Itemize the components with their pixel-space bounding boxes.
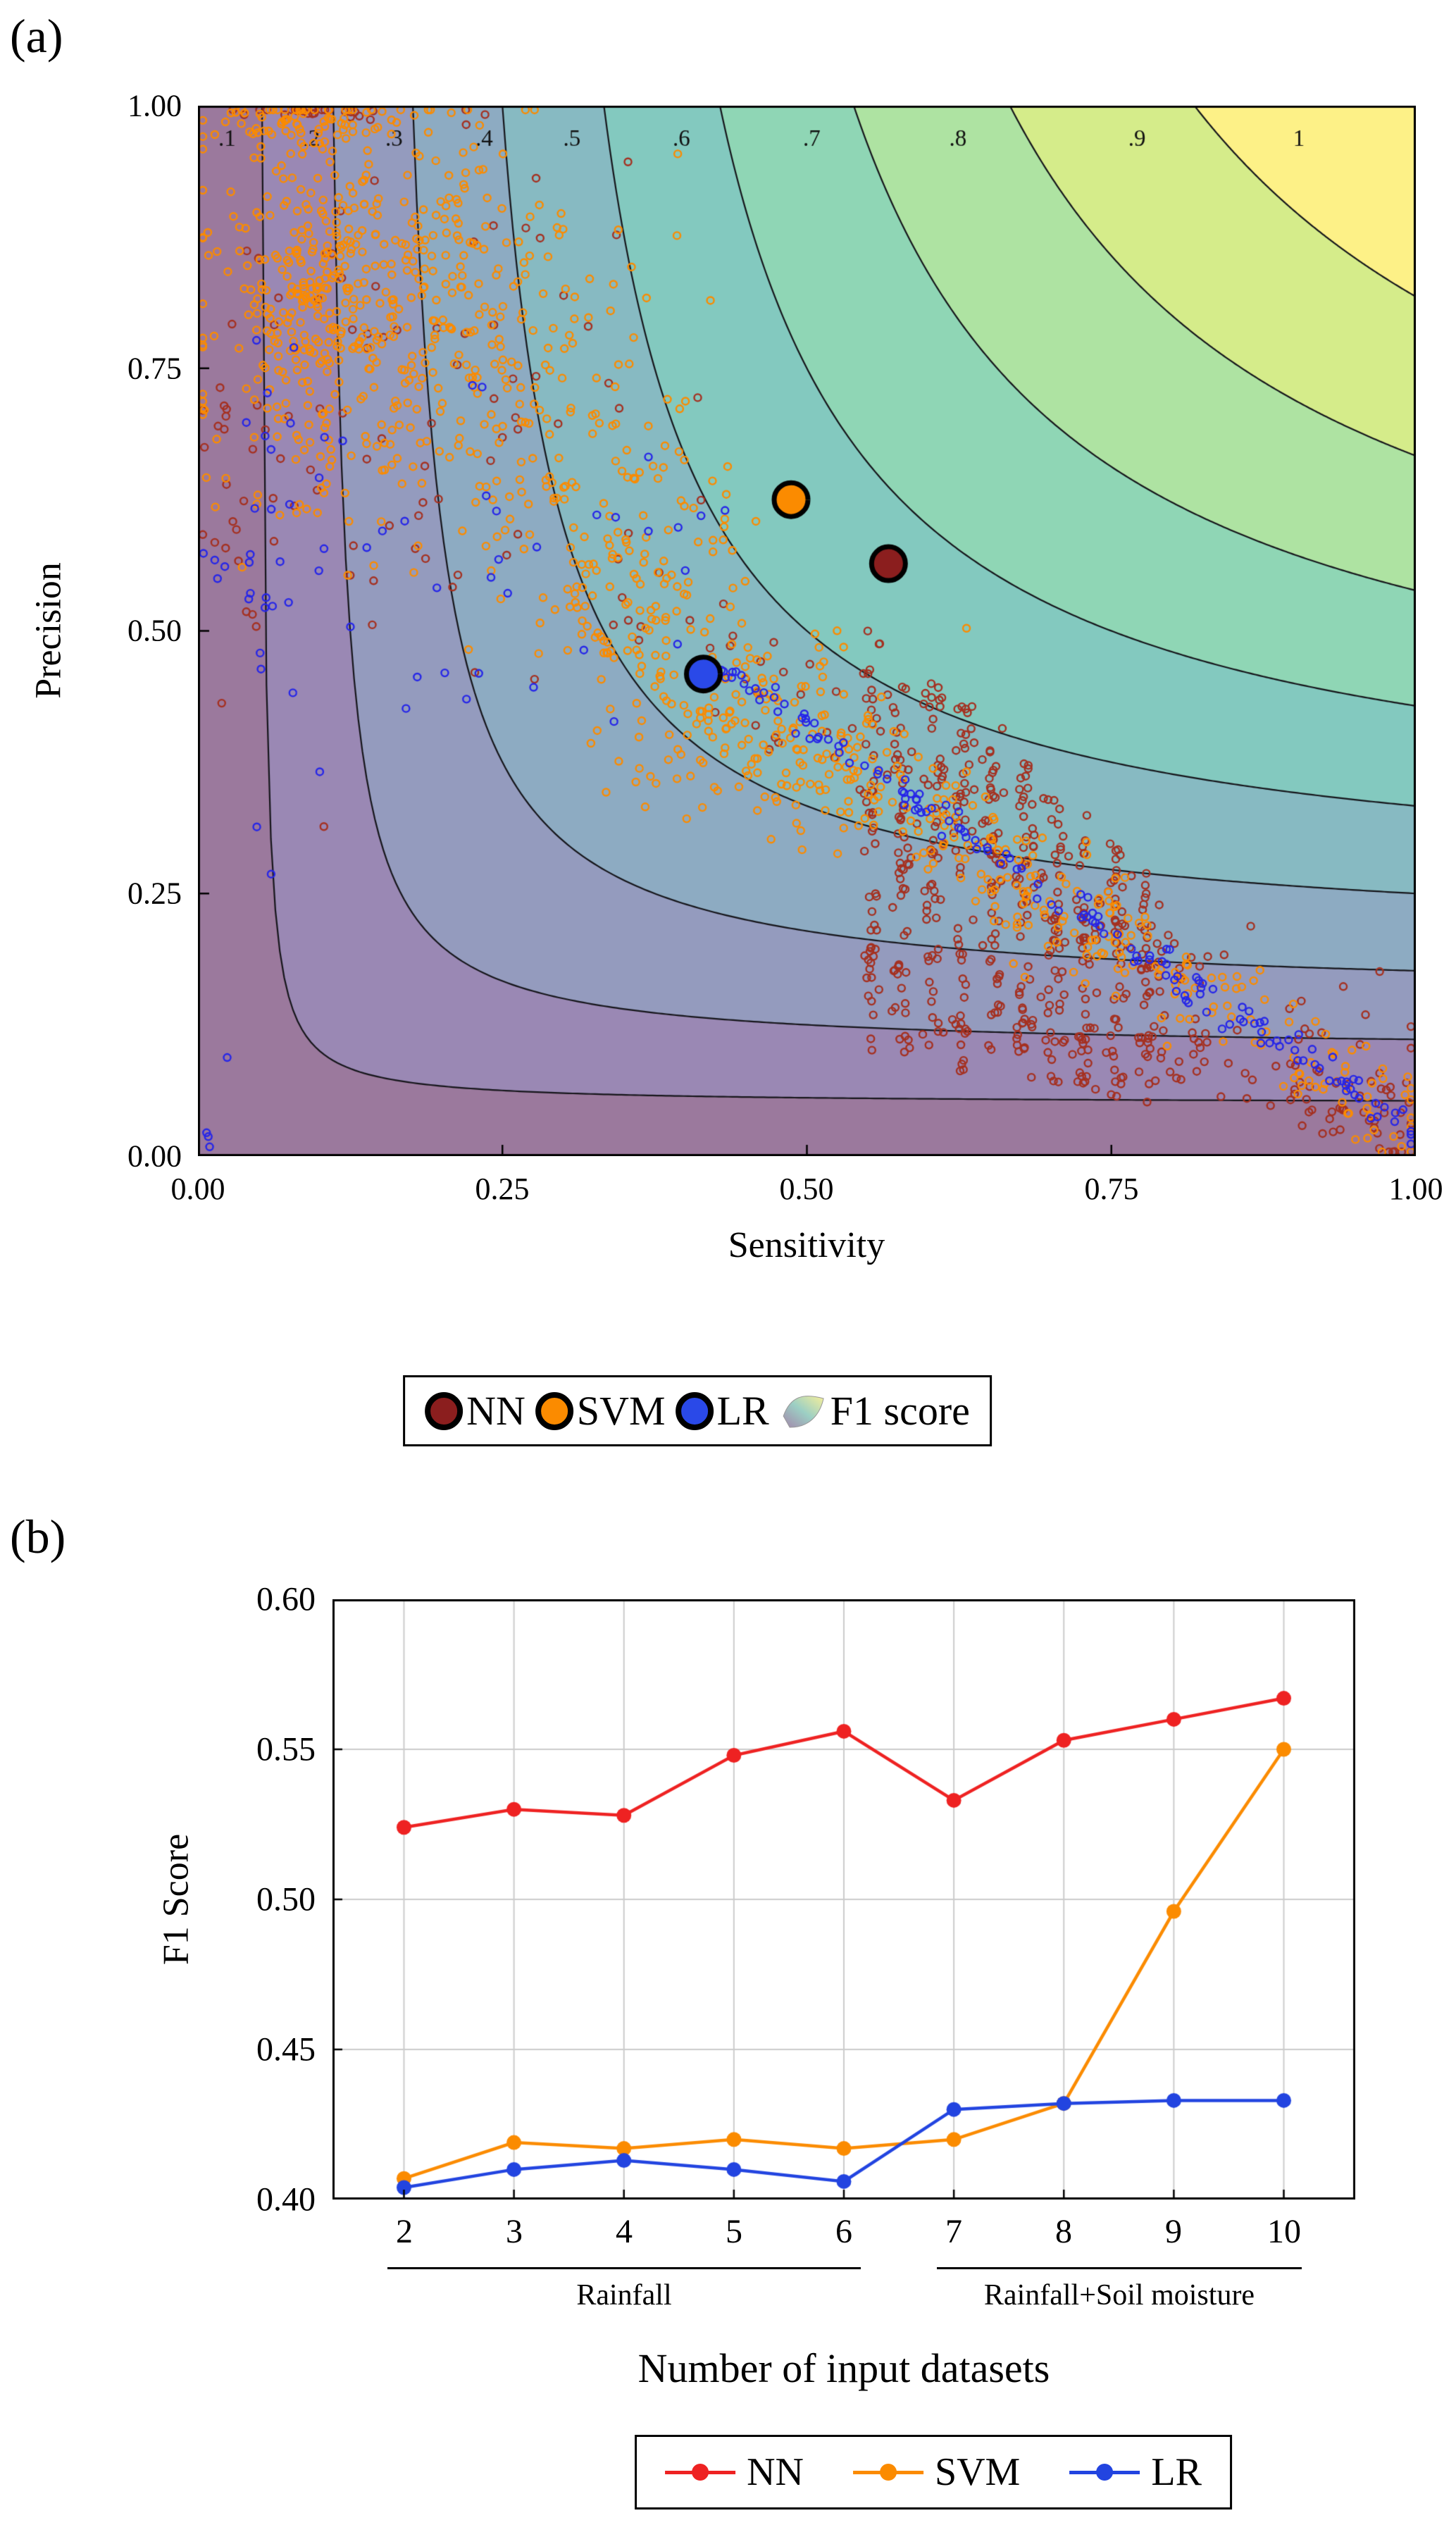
y-tick-label: 1.00 (127, 88, 182, 123)
panel-b-canvas (332, 1599, 1355, 2200)
group-label-rainfall: Rainfall (576, 2279, 672, 2312)
legend-item-f1-score: F1 score (779, 1387, 970, 1434)
nn-dot-icon (692, 2464, 709, 2481)
legend-item-svm: SVM (535, 1387, 666, 1434)
x-tick-label: 2 (396, 2213, 413, 2250)
legend-label: NN (466, 1388, 525, 1434)
panel-a-legend: NN SVM LR F1 score (403, 1375, 992, 1446)
x-tick-label: 0.75 (1084, 1172, 1139, 1206)
y-tick-label: 0.00 (127, 1139, 182, 1174)
f1-surface-icon (783, 1395, 824, 1428)
legend-item-svm: SVM (852, 2450, 1021, 2495)
y-axis-title: Precision (28, 562, 69, 699)
legend-item-nn: NN (665, 2450, 804, 2495)
legend-label: LR (716, 1388, 769, 1434)
group-label-rainfall-soil: Rainfall+Soil moisture (983, 2279, 1255, 2312)
panel-b-label: (b) (10, 1510, 66, 1563)
lr-dot-icon (1096, 2464, 1114, 2481)
x-tick-label: 9 (1165, 2213, 1182, 2250)
legend-item-lr: LR (675, 1387, 769, 1434)
x-tick-label: 10 (1267, 2213, 1301, 2250)
nn-marker-icon (425, 1391, 463, 1430)
svm-dot-icon (879, 2464, 897, 2481)
legend-item-nn: NN (425, 1387, 525, 1434)
legend-item-lr: LR (1069, 2450, 1202, 2495)
y-axis-title: F1 Score (156, 1833, 197, 1966)
panel-b-legend: NN SVM LR (635, 2435, 1232, 2510)
lr-line-icon (1069, 2464, 1140, 2481)
nn-line-icon (665, 2464, 736, 2481)
y-tick-label: 0.50 (127, 613, 182, 648)
legend-label: LR (1151, 2450, 1202, 2494)
legend-label: F1 score (830, 1388, 970, 1434)
y-tick-label: 0.25 (127, 876, 182, 911)
panel-a-canvas (198, 106, 1416, 1156)
group-underline-rainfall-soil (937, 2267, 1302, 2269)
y-tick-label: 0.60 (256, 1580, 316, 1618)
x-tick-label: 8 (1055, 2213, 1072, 2250)
group-underline-rainfall (387, 2267, 861, 2269)
x-tick-label: 1.00 (1388, 1172, 1443, 1206)
lr-marker-icon (675, 1391, 714, 1430)
panel-a-plot: 0.00 0.25 0.50 0.75 1.00 1.00 0.75 0.50 … (29, 89, 1443, 1266)
x-tick-label: 5 (726, 2213, 742, 2250)
panel-b-plot: 2 3 4 5 6 7 8 9 10 0.60 0.55 0.50 0.45 0… (156, 1581, 1355, 2510)
svm-line-icon (852, 2464, 923, 2481)
y-tick-label: 0.55 (256, 1730, 316, 1768)
legend-label: NN (747, 2450, 804, 2494)
x-tick-label: 0.25 (475, 1172, 530, 1206)
panel-a-label: (a) (10, 9, 63, 63)
svm-marker-icon (535, 1391, 573, 1430)
y-tick-label: 0.45 (256, 2030, 316, 2068)
x-tick-label: 6 (835, 2213, 852, 2250)
x-axis-title: Number of input datasets (637, 2345, 1050, 2391)
y-tick-label: 0.40 (256, 2180, 316, 2219)
x-tick-label: 0.00 (170, 1172, 225, 1206)
x-tick-label: 7 (945, 2213, 962, 2250)
legend-label: SVM (576, 1388, 666, 1434)
x-tick-label: 0.50 (779, 1172, 834, 1206)
legend-label: SVM (934, 2450, 1021, 2494)
y-tick-label: 0.75 (127, 351, 182, 386)
x-tick-label: 4 (616, 2213, 633, 2250)
y-tick-label: 0.50 (256, 1880, 316, 1918)
x-axis-title: Sensitivity (728, 1225, 885, 1265)
x-tick-label: 3 (506, 2213, 523, 2250)
